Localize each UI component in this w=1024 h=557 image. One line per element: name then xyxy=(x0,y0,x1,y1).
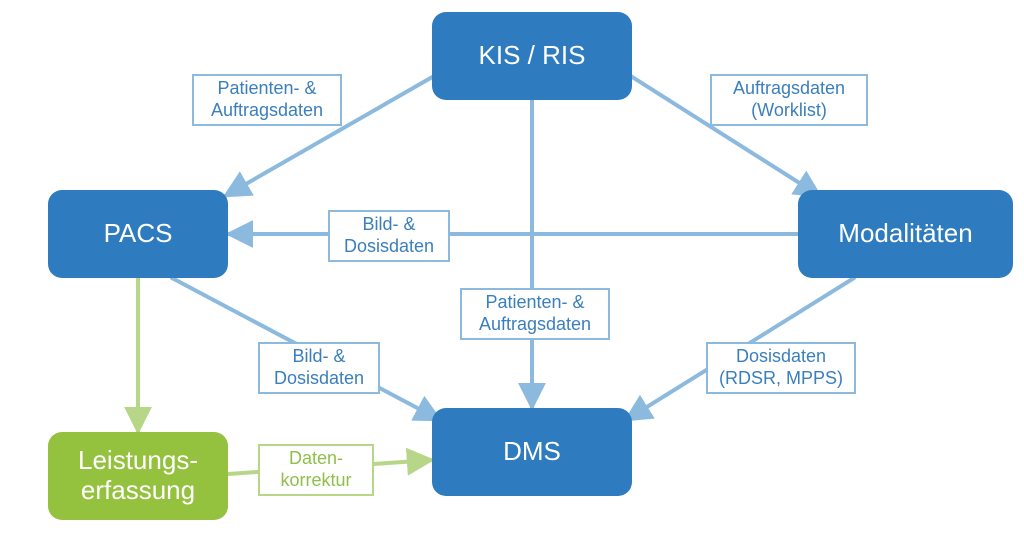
edge-label-text: Bild- & Dosisdaten xyxy=(344,214,434,257)
node-label: DMS xyxy=(503,437,561,467)
node-label: KIS / RIS xyxy=(479,41,586,71)
node-label: Modalitäten xyxy=(838,219,972,249)
node-modalitaeten: Modalitäten xyxy=(798,190,1013,278)
edge-label-leist-dms: Daten- korrektur xyxy=(258,444,374,496)
node-dms: DMS xyxy=(432,408,632,496)
node-kis-ris: KIS / RIS xyxy=(432,12,632,100)
edge-label-mod-pacs: Bild- & Dosisdaten xyxy=(328,210,450,262)
edge-label-kis-mod: Auftragsdaten (Worklist) xyxy=(710,74,868,126)
edge-label-text: Auftragsdaten (Worklist) xyxy=(733,78,845,121)
edge-label-text: Daten- korrektur xyxy=(280,448,351,491)
node-label: PACS xyxy=(104,219,173,249)
edge-label-text: Patienten- & Auftragsdaten xyxy=(479,292,591,335)
node-pacs: PACS xyxy=(48,190,228,278)
node-label: Leistungs- erfassung xyxy=(56,446,220,506)
edge-label-mod-dms: Dosisdaten (RDSR, MPPS) xyxy=(706,342,856,394)
node-leistungserfassung: Leistungs- erfassung xyxy=(48,432,228,520)
edge-label-kis-pacs: Patienten- & Auftragsdaten xyxy=(192,74,342,126)
edge-label-text: Dosisdaten (RDSR, MPPS) xyxy=(719,346,843,389)
diagram-canvas: KIS / RIS PACS Modalitäten DMS Leistungs… xyxy=(0,0,1024,557)
edge-label-text: Patienten- & Auftragsdaten xyxy=(211,78,323,121)
edge-label-text: Bild- & Dosisdaten xyxy=(274,346,364,389)
edge-label-pacs-dms: Bild- & Dosisdaten xyxy=(258,342,380,394)
edge-label-kis-dms: Patienten- & Auftragsdaten xyxy=(460,288,610,340)
